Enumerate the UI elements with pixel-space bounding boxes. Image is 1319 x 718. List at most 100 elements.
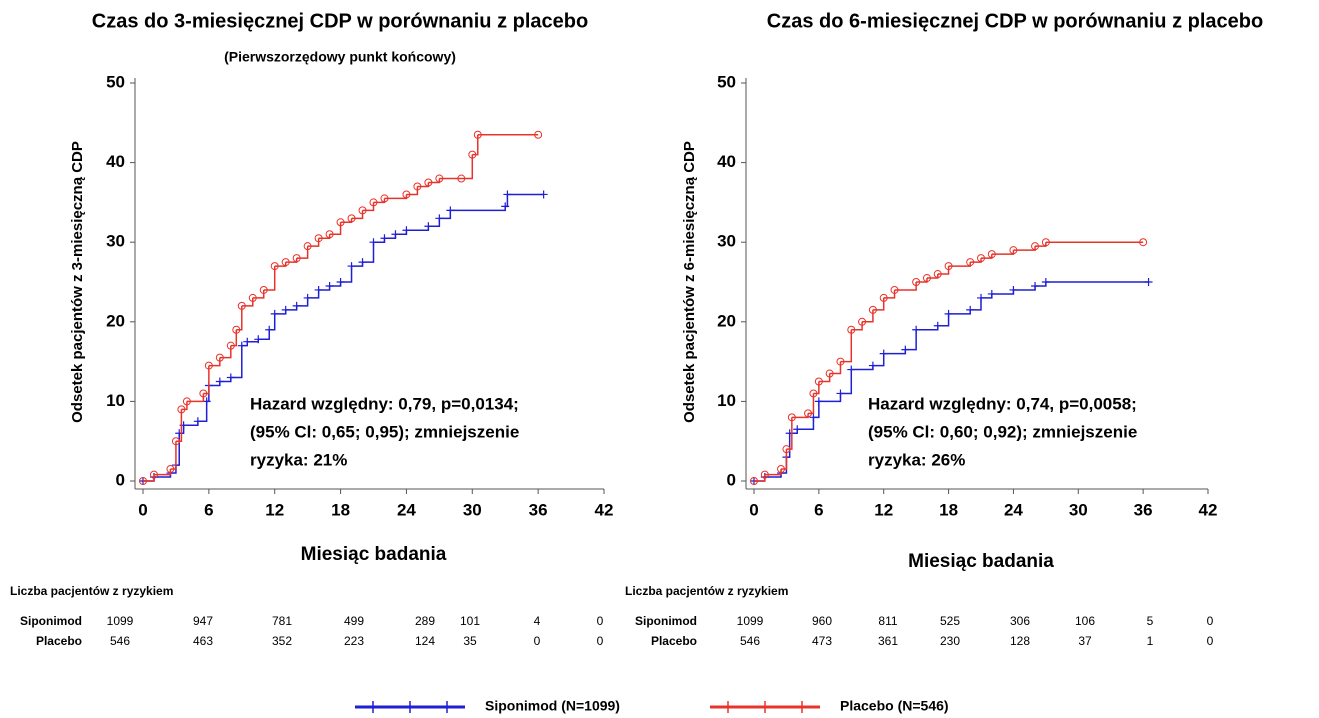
step-segment [175,433,180,466]
step-segment [781,449,788,470]
y-tick-label: 50 [717,72,736,91]
annotation: (95% Cl: 0,60; 0,92); zmniejszenie [868,422,1137,441]
step-segment [872,297,885,311]
censor-marker [1139,238,1148,247]
x-tick-label: 12 [874,500,893,519]
step-segment [263,266,276,291]
y-tick-label: 0 [727,470,736,489]
x-axis-label: Miesiąc badania [301,544,447,565]
censor-marker [1144,278,1153,286]
step-segment [351,210,364,220]
at-risk-value: 1099 [107,614,134,628]
x-tick-label: 18 [331,500,350,519]
step-segment [840,329,853,363]
chart-title: Czas do 3-miesięcznej CDP w porównaniu z… [92,10,588,32]
step-segment [406,186,419,196]
x-tick-label: 0 [749,500,758,519]
at-risk-value: 306 [1010,614,1030,628]
at-risk-value: 463 [193,634,213,648]
at-risk-value: 960 [812,614,832,628]
step-segment [186,393,205,403]
step-segment [786,433,791,458]
x-tick-label: 12 [265,500,284,519]
step-segment [905,329,917,351]
step-segment [181,401,188,411]
step-segment [153,469,172,476]
step-segment [296,246,309,259]
step-segment [362,202,375,212]
step-segment [872,353,885,367]
at-risk-title: Liczba pacjentów z ryzykiem [10,584,173,598]
step-segment [808,393,815,415]
step-segment [786,417,793,450]
x-tick-label: 18 [939,500,958,519]
step-segment [829,361,842,375]
censor-marker [534,130,543,139]
at-risk-value: 525 [940,614,960,628]
step-segment [258,329,270,341]
legend-label: Placebo (N=546) [840,698,949,714]
at-risk-row-name: Placebo [651,634,697,648]
step-segment [840,369,853,395]
x-tick-label: 6 [204,500,213,519]
step-segment [307,238,320,247]
at-risk-value: 106 [1075,614,1095,628]
at-risk-value: 5 [1147,614,1154,628]
at-risk-value: 101 [460,614,480,628]
y-tick-label: 50 [106,72,125,91]
at-risk-value: 499 [344,614,364,628]
x-tick-label: 0 [138,500,147,519]
step-segment [307,289,320,299]
x-axis-label: Miesiąc badania [908,551,1054,572]
step-segment [329,222,342,235]
step-segment [428,218,441,228]
x-tick-label: 36 [529,500,548,519]
step-segment [203,365,210,395]
at-risk-value: 811 [878,614,897,628]
step-segment [241,297,254,307]
at-risk-value: 289 [415,614,435,628]
step-segment [937,266,950,275]
step-segment [764,469,782,476]
at-risk-row-name: Siponimod [20,614,82,628]
at-risk-value: 128 [1010,634,1030,648]
step-segment [230,329,238,347]
y-tick-label: 10 [106,391,125,410]
x-tick-label: 6 [814,500,823,519]
y-axis-label: Odsetek pacjentów z 6-miesięczną CDP [681,141,698,423]
step-segment [461,154,474,180]
step-segment [143,474,155,482]
at-risk-value: 0 [1207,634,1214,648]
chart-subtitle: (Pierwszorzędowy punkt końcowy) [224,49,456,65]
step-segment [813,401,820,419]
y-axis-label: Odsetek pacjentów z 3-miesięczną CDP [69,141,86,423]
step-segment [296,297,309,307]
at-risk-value: 37 [1078,634,1092,648]
y-tick-label: 20 [717,311,736,330]
at-risk-value: 230 [940,634,960,648]
step-segment [252,289,265,299]
y-tick-label: 40 [717,152,736,171]
step-segment [197,401,208,423]
at-risk-value: 473 [812,634,832,648]
step-segment [754,474,766,482]
x-tick-label: 36 [1134,500,1153,519]
at-risk-value: 223 [344,634,364,648]
at-risk-value: 546 [110,634,130,648]
step-segment [450,206,506,212]
at-risk-value: 781 [272,614,292,628]
step-segment [340,266,353,283]
step-segment [175,409,183,442]
x-tick-label: 30 [463,500,482,519]
step-segment [439,210,452,220]
x-tick-label: 24 [1004,500,1023,519]
series [750,238,1148,485]
at-risk-value: 35 [463,634,477,648]
at-risk-value: 0 [1207,614,1214,628]
at-risk-value: 947 [193,614,213,628]
censor-marker [539,190,548,199]
y-tick-label: 0 [116,470,125,489]
y-tick-label: 20 [106,311,125,330]
annotation: (95% Cl: 0,65; 0,95); zmniejszenie [250,422,519,441]
